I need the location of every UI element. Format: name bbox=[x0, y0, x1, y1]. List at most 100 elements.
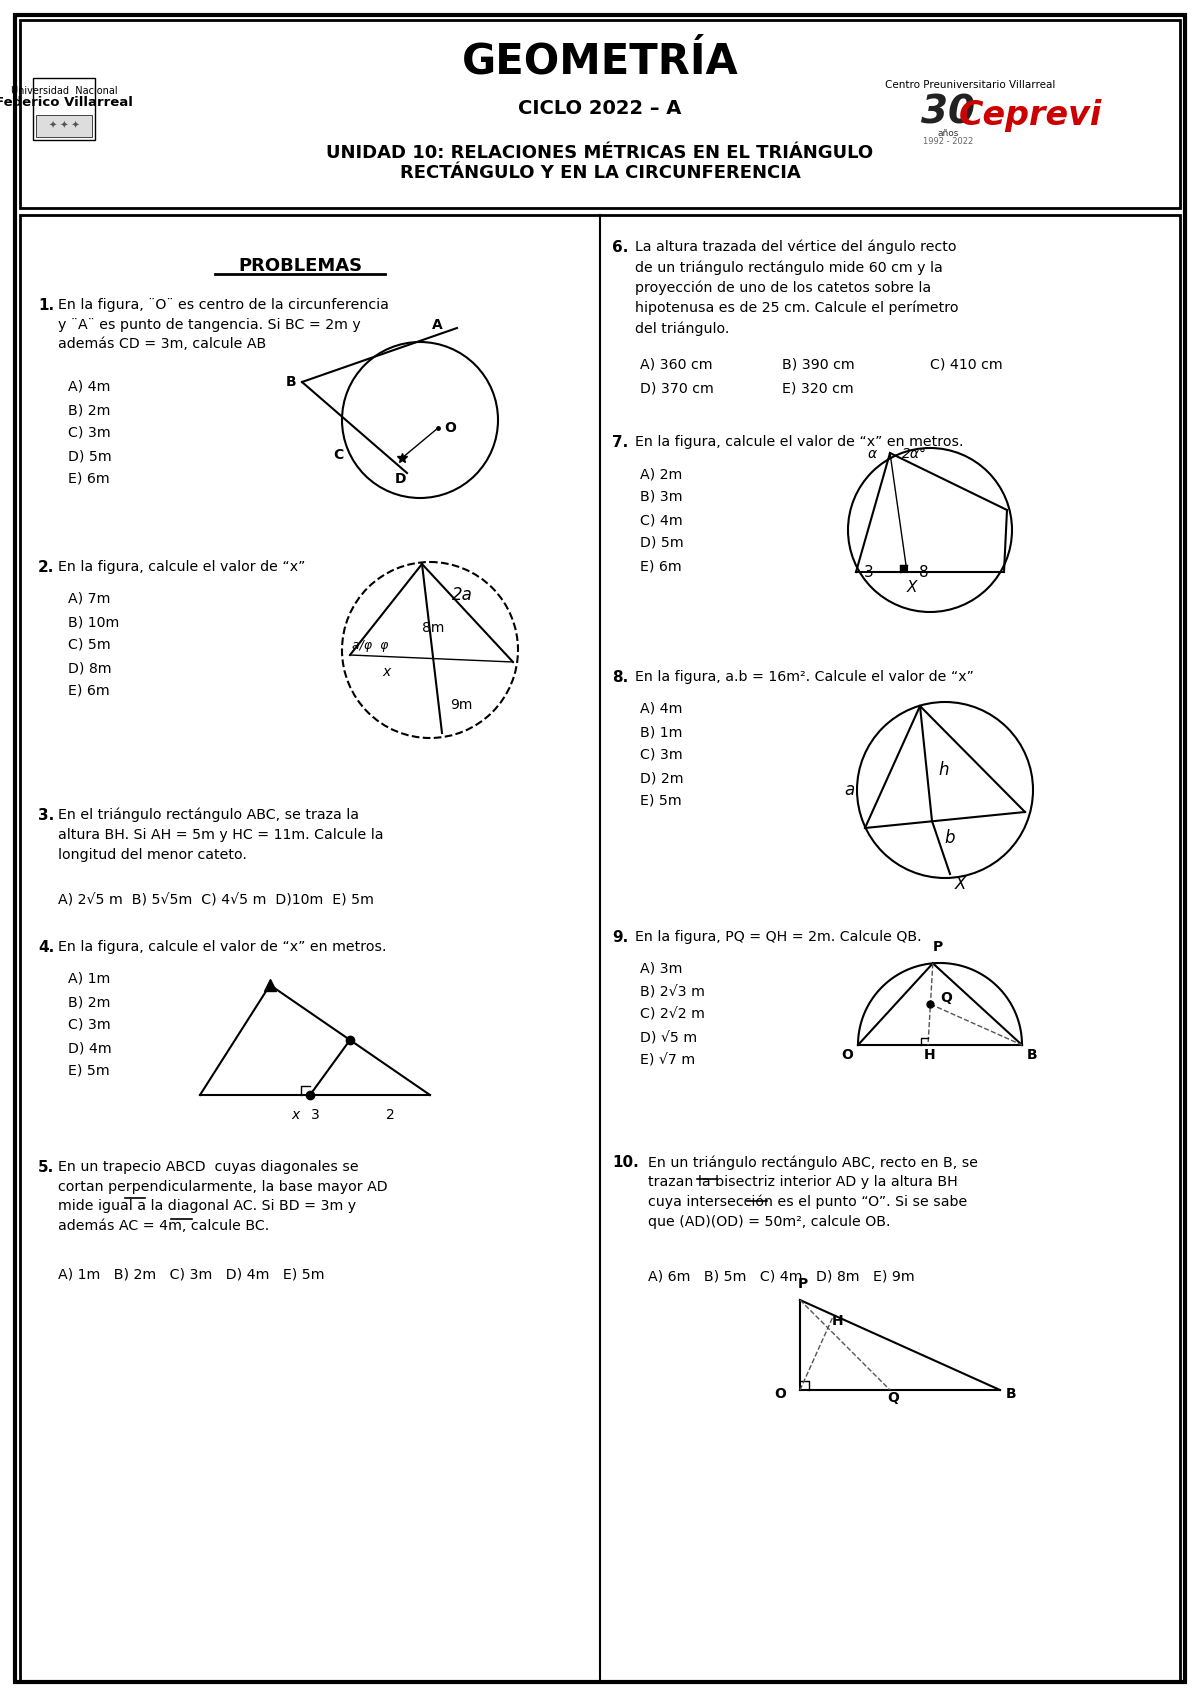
Text: P: P bbox=[932, 940, 943, 954]
Text: D) 8m: D) 8m bbox=[68, 662, 112, 675]
Text: 5.: 5. bbox=[38, 1161, 54, 1174]
Text: H: H bbox=[924, 1049, 936, 1062]
Text: B) 2√3 m: B) 2√3 m bbox=[640, 984, 704, 1000]
Text: 1.: 1. bbox=[38, 299, 54, 312]
Text: Federico Villarreal: Federico Villarreal bbox=[0, 97, 133, 110]
Text: C) 410 cm: C) 410 cm bbox=[930, 358, 1003, 372]
Text: B) 2m: B) 2m bbox=[68, 994, 110, 1010]
Text: En un triángulo rectángulo ABC, recto en B, se
trazan la bisectriz interior AD y: En un triángulo rectángulo ABC, recto en… bbox=[648, 1156, 978, 1229]
Text: B) 3m: B) 3m bbox=[640, 490, 683, 504]
Text: E) 6m: E) 6m bbox=[68, 472, 109, 485]
Text: En la figura, a.b = 16m². Calcule el valor de “x”: En la figura, a.b = 16m². Calcule el val… bbox=[635, 670, 974, 684]
Text: 9.: 9. bbox=[612, 930, 629, 945]
Text: x: x bbox=[382, 665, 390, 679]
Text: En el triángulo rectángulo ABC, se traza la
altura BH. Si AH = 5m y HC = 11m. Ca: En el triángulo rectángulo ABC, se traza… bbox=[58, 808, 384, 862]
Bar bbox=[900, 565, 907, 572]
Text: D) 2m: D) 2m bbox=[640, 770, 684, 786]
Text: O: O bbox=[774, 1386, 786, 1402]
Text: b: b bbox=[944, 830, 954, 847]
Text: C) 3m: C) 3m bbox=[68, 1018, 110, 1032]
Text: 4.: 4. bbox=[38, 940, 54, 955]
Text: A) 4m: A) 4m bbox=[640, 703, 683, 716]
Text: E) 320 cm: E) 320 cm bbox=[782, 382, 853, 395]
Text: D) 5m: D) 5m bbox=[640, 536, 684, 550]
Text: A: A bbox=[432, 317, 443, 333]
Text: RECTÁNGULO Y EN LA CIRCUNFERENCIA: RECTÁNGULO Y EN LA CIRCUNFERENCIA bbox=[400, 165, 800, 182]
Text: 1992 - 2022: 1992 - 2022 bbox=[923, 137, 973, 146]
Text: En la figura, ¨O¨ es centro de la circunferencia
y ¨A¨ es punto de tangencia. Si: En la figura, ¨O¨ es centro de la circun… bbox=[58, 299, 389, 351]
Text: 3.: 3. bbox=[38, 808, 54, 823]
Text: En un trapecio ABCD  cuyas diagonales se
cortan perpendicularmente, la base mayo: En un trapecio ABCD cuyas diagonales se … bbox=[58, 1161, 388, 1232]
Text: O: O bbox=[841, 1049, 853, 1062]
Text: D) 370 cm: D) 370 cm bbox=[640, 382, 714, 395]
Text: X: X bbox=[907, 580, 917, 596]
Text: C: C bbox=[334, 448, 343, 462]
Text: 8m: 8m bbox=[422, 621, 444, 635]
Text: En la figura, PQ = QH = 2m. Calcule QB.: En la figura, PQ = QH = 2m. Calcule QB. bbox=[635, 930, 922, 944]
Text: CICLO 2022 – A: CICLO 2022 – A bbox=[518, 98, 682, 117]
Text: D) √5 m: D) √5 m bbox=[640, 1032, 697, 1045]
Text: D) 5m: D) 5m bbox=[68, 450, 112, 463]
Text: C) 5m: C) 5m bbox=[68, 638, 110, 652]
Text: C) 3m: C) 3m bbox=[640, 748, 683, 762]
Text: A) 3m: A) 3m bbox=[640, 962, 683, 976]
Text: B: B bbox=[1006, 1386, 1016, 1402]
Text: Centro Preuniversitario Villarreal: Centro Preuniversitario Villarreal bbox=[884, 80, 1055, 90]
Text: 7.: 7. bbox=[612, 434, 629, 450]
Text: A) 1m: A) 1m bbox=[68, 972, 110, 986]
Text: A) 1m   B) 2m   C) 3m   D) 4m   E) 5m: A) 1m B) 2m C) 3m D) 4m E) 5m bbox=[58, 1268, 324, 1281]
Text: E) 6m: E) 6m bbox=[640, 558, 682, 574]
Text: UNIDAD 10: RELACIONES MÉTRICAS EN EL TRIÁNGULO: UNIDAD 10: RELACIONES MÉTRICAS EN EL TRI… bbox=[326, 144, 874, 161]
Text: Q: Q bbox=[887, 1392, 899, 1405]
Text: 9m: 9m bbox=[450, 697, 473, 713]
Text: 10.: 10. bbox=[612, 1156, 638, 1169]
Text: H: H bbox=[832, 1313, 844, 1329]
Text: PROBLEMAS: PROBLEMAS bbox=[238, 256, 362, 275]
Text: B: B bbox=[286, 375, 296, 389]
Text: P: P bbox=[798, 1278, 808, 1291]
Text: D: D bbox=[395, 472, 406, 485]
Text: D) 4m: D) 4m bbox=[68, 1040, 112, 1056]
Text: Ceprevi: Ceprevi bbox=[959, 98, 1102, 131]
Text: X: X bbox=[954, 876, 966, 893]
Text: En la figura, calcule el valor de “x” en metros.: En la figura, calcule el valor de “x” en… bbox=[635, 434, 964, 450]
Text: A) 360 cm: A) 360 cm bbox=[640, 358, 713, 372]
Text: E) √7 m: E) √7 m bbox=[640, 1054, 695, 1067]
Text: GEOMETRÍA: GEOMETRÍA bbox=[462, 41, 738, 83]
Text: B: B bbox=[1027, 1049, 1038, 1062]
Text: B) 10m: B) 10m bbox=[68, 614, 119, 630]
Text: a/φ  φ: a/φ φ bbox=[352, 638, 389, 652]
Text: h: h bbox=[938, 760, 948, 779]
Bar bbox=[20, 20, 1180, 209]
Text: A) 2√5 m  B) 5√5m  C) 4√5 m  D)10m  E) 5m: A) 2√5 m B) 5√5m C) 4√5 m D)10m E) 5m bbox=[58, 893, 374, 906]
Text: En la figura, calcule el valor de “x” en metros.: En la figura, calcule el valor de “x” en… bbox=[58, 940, 386, 954]
Text: 3: 3 bbox=[311, 1108, 319, 1122]
Text: 6.: 6. bbox=[612, 239, 629, 255]
Text: A) 6m   B) 5m   C) 4m   D) 8m   E) 9m: A) 6m B) 5m C) 4m D) 8m E) 9m bbox=[648, 1269, 914, 1285]
Text: O: O bbox=[444, 421, 456, 434]
Text: B) 1m: B) 1m bbox=[640, 725, 683, 738]
Text: Q: Q bbox=[941, 991, 953, 1005]
Text: 30: 30 bbox=[922, 93, 974, 131]
Text: En la figura, calcule el valor de “x”: En la figura, calcule el valor de “x” bbox=[58, 560, 305, 574]
Text: A) 2m: A) 2m bbox=[640, 467, 683, 480]
Text: C) 2√2 m: C) 2√2 m bbox=[640, 1008, 704, 1022]
Text: La altura trazada del vértice del ángulo recto
de un triángulo rectángulo mide 6: La altura trazada del vértice del ángulo… bbox=[635, 239, 959, 336]
Text: 2.: 2. bbox=[38, 560, 54, 575]
Text: 8: 8 bbox=[919, 565, 929, 580]
Text: B) 2m: B) 2m bbox=[68, 402, 110, 417]
Text: ✦ ✦ ✦: ✦ ✦ ✦ bbox=[49, 120, 79, 131]
Text: años: años bbox=[937, 129, 959, 137]
Text: C) 3m: C) 3m bbox=[68, 426, 110, 440]
Text: E) 6m: E) 6m bbox=[68, 684, 109, 697]
Text: A) 4m: A) 4m bbox=[68, 380, 110, 394]
Bar bbox=[20, 216, 1180, 1682]
Text: a: a bbox=[845, 781, 854, 799]
Text: B) 390 cm: B) 390 cm bbox=[782, 358, 854, 372]
Text: A) 7m: A) 7m bbox=[68, 592, 110, 606]
Text: 2: 2 bbox=[385, 1108, 395, 1122]
Text: Universidad  Nacional: Universidad Nacional bbox=[11, 87, 118, 97]
Text: x: x bbox=[290, 1108, 299, 1122]
Text: 2α°: 2α° bbox=[902, 446, 928, 462]
Text: E) 5m: E) 5m bbox=[68, 1064, 109, 1078]
